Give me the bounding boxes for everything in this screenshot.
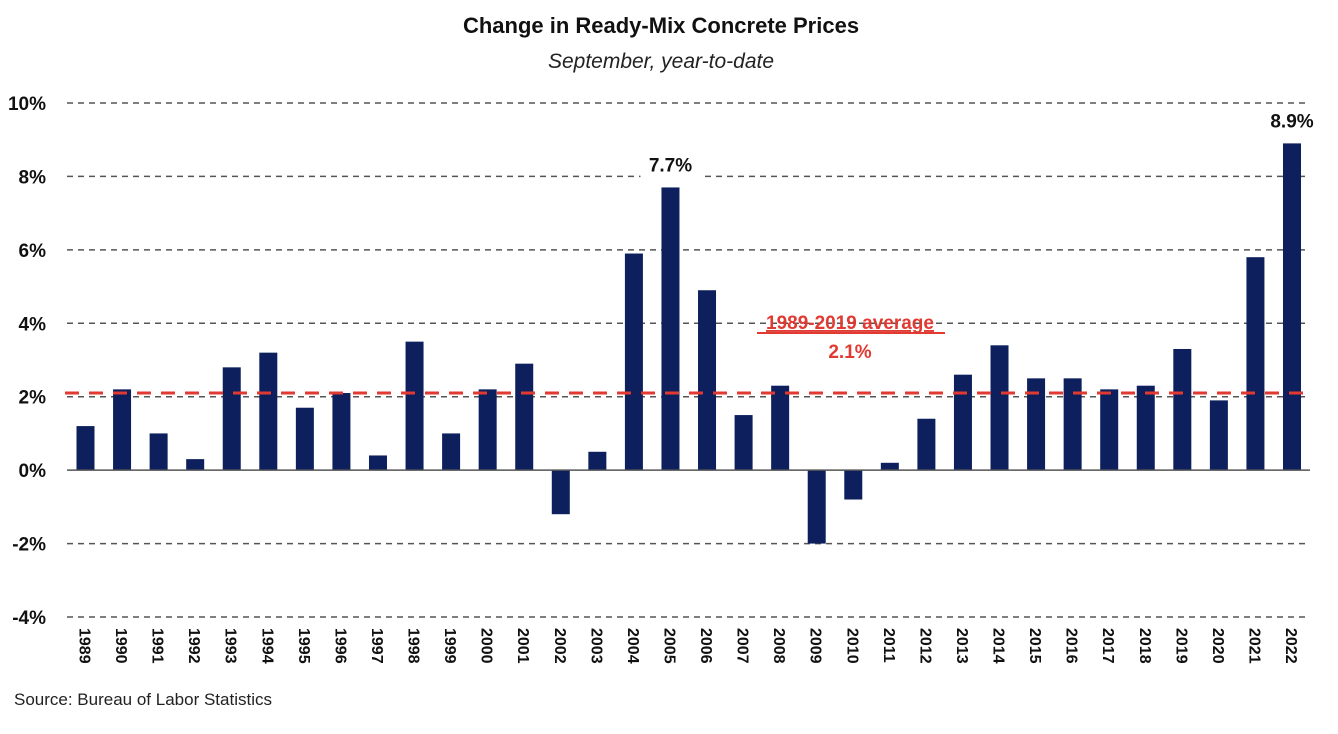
bar-2001 (515, 363, 534, 471)
bar-2022 (1283, 143, 1301, 471)
average-value-label: 2.1% (828, 342, 871, 363)
x-tick-label: 1989 (76, 628, 93, 664)
x-tick-label: 2014 (990, 628, 1007, 664)
bar-2003 (588, 451, 607, 471)
bar-1989 (76, 426, 95, 471)
data-label-background (640, 151, 701, 178)
y-tick-label: 10% (8, 94, 46, 115)
data-label-2005: 7.7% (649, 155, 692, 176)
x-tick-label: 1990 (112, 628, 129, 664)
x-tick-label: 2007 (734, 628, 751, 664)
bar-2007 (734, 415, 753, 471)
x-axis-ticks: 1989 1990 1991 1992 1993 1994 1995 1996 1997 1998… (76, 628, 1300, 664)
x-tick-label: 2022 (1282, 628, 1299, 664)
bar-2009 (807, 470, 826, 544)
bar-1993 (222, 367, 241, 471)
y-tick-label: 4% (19, 314, 47, 335)
bar-1998 (405, 341, 424, 471)
bar-2021 (1246, 257, 1265, 471)
y-tick-label: 6% (19, 241, 47, 262)
y-tick-label: -4% (12, 608, 46, 629)
x-tick-label: 2000 (478, 628, 495, 664)
y-tick-label: -2% (12, 535, 46, 556)
bar-2019 (1173, 348, 1192, 471)
x-tick-label: 1991 (149, 628, 166, 664)
source-note: Source: Bureau of Labor Statistics (14, 690, 272, 709)
bar-1995 (295, 407, 314, 471)
x-tick-label: 1992 (185, 628, 202, 664)
bar-1994 (259, 352, 278, 471)
x-tick-label: 2013 (953, 628, 970, 664)
bar-2015 (1027, 378, 1046, 471)
bar-2002 (551, 470, 570, 515)
y-tick-label: 2% (19, 388, 47, 409)
data-labels: 7.7% 8.9% (640, 107, 1322, 178)
bar-2000 (478, 389, 497, 471)
x-tick-label: 2011 (880, 628, 897, 663)
data-label-2022: 8.9% (1270, 111, 1313, 132)
x-tick-label: 2005 (660, 628, 677, 664)
x-tick-label: 2015 (1026, 628, 1043, 664)
x-tick-label: 1994 (258, 628, 275, 664)
bar-2013 (953, 374, 972, 471)
x-tick-label: 2006 (697, 628, 714, 664)
x-tick-label: 2004 (624, 628, 641, 664)
bar-2018 (1136, 385, 1155, 471)
x-tick-label: 2019 (1172, 628, 1189, 664)
bars (76, 143, 1301, 544)
bar-2008 (771, 385, 790, 471)
bar-2006 (698, 290, 717, 471)
x-tick-label: 2021 (1245, 628, 1262, 664)
bar-2011 (880, 462, 899, 471)
gridlines (67, 102, 1310, 618)
chart-title: Change in Ready-Mix Concrete Prices (463, 13, 859, 38)
bar-2016 (1063, 378, 1082, 471)
x-tick-label: 1995 (295, 628, 312, 664)
average-label: 1989-2019 average (766, 313, 934, 334)
x-tick-label: 2002 (551, 628, 568, 664)
x-tick-label: 2020 (1209, 628, 1226, 664)
data-label-background (1262, 107, 1322, 134)
bar-1992 (186, 459, 205, 471)
x-tick-label: 2001 (514, 628, 531, 664)
bar-2017 (1100, 389, 1119, 471)
bar-2005 (661, 187, 680, 471)
x-tick-label: 2003 (587, 628, 604, 664)
bar-1999 (442, 433, 461, 471)
bar-1997 (368, 455, 387, 471)
x-tick-label: 2012 (916, 628, 933, 664)
x-tick-label: 1997 (368, 628, 385, 664)
bar-2020 (1209, 400, 1228, 471)
x-tick-label: 2008 (770, 628, 787, 664)
x-tick-label: 2016 (1063, 628, 1080, 664)
bar-2004 (624, 253, 643, 471)
x-tick-label: 1998 (405, 628, 422, 664)
bar-1996 (332, 393, 351, 471)
y-tick-label: 8% (19, 167, 47, 188)
y-axis-ticks: 10% 8% 6% 4% 2% 0% -2% -4% (8, 94, 46, 629)
bar-1990 (113, 389, 132, 471)
x-tick-label: 2010 (843, 628, 860, 664)
x-tick-label: 2009 (807, 628, 824, 664)
x-tick-label: 2017 (1099, 628, 1116, 664)
bar-2012 (917, 418, 936, 471)
chart-subtitle: September, year-to-date (548, 50, 774, 73)
bar-2014 (990, 345, 1009, 471)
y-tick-label: 0% (19, 461, 47, 482)
bar-1991 (149, 433, 168, 471)
x-tick-label: 2018 (1136, 628, 1153, 664)
x-tick-label: 1999 (441, 628, 458, 664)
bar-2010 (844, 470, 863, 500)
x-tick-label: 1993 (222, 628, 239, 664)
x-tick-label: 1996 (331, 628, 348, 664)
